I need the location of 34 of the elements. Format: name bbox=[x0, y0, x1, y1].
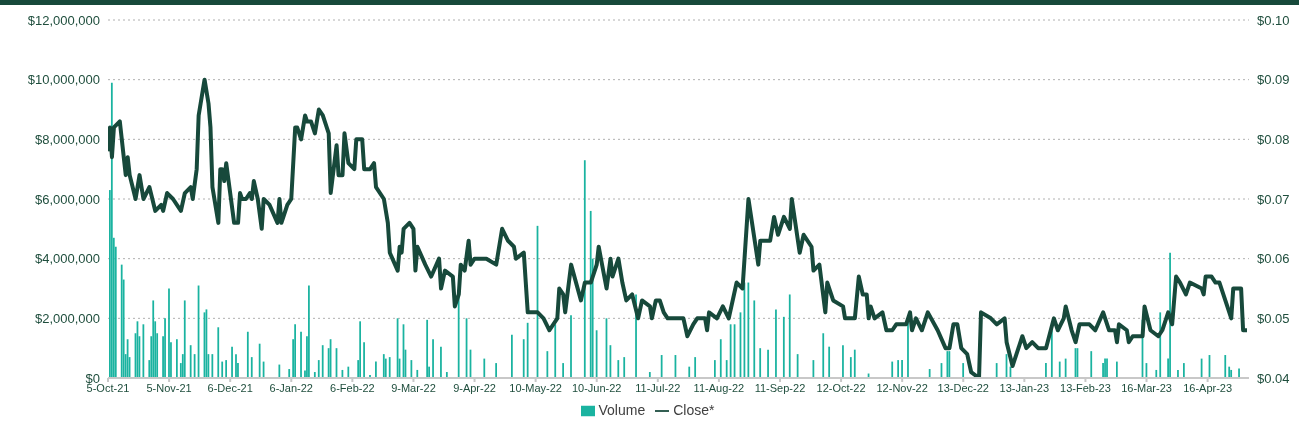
y-tick-label: $8,000,000 bbox=[34, 131, 100, 147]
y2-tick-label: $0.09 bbox=[1257, 72, 1290, 88]
x-tick-label: 16-Mar-23 bbox=[1121, 381, 1172, 394]
y-tick-label: $10,000,000 bbox=[27, 72, 100, 88]
y2-tick-label: $0.07 bbox=[1257, 191, 1290, 207]
x-tick-label: 11-Sep-22 bbox=[754, 381, 806, 394]
x-tick-label: 10-Jun-22 bbox=[571, 381, 622, 394]
y2-tick-label: $0.08 bbox=[1257, 131, 1290, 147]
y-tick-label: $0 bbox=[85, 370, 100, 386]
y2-tick-label: $0.06 bbox=[1257, 251, 1290, 267]
x-tick-label: 6-Dec-21 bbox=[207, 381, 253, 394]
y2-tick-label: $0.05 bbox=[1257, 310, 1290, 326]
x-tick-label: 5-Nov-21 bbox=[146, 381, 192, 394]
x-tick-label: 13-Feb-23 bbox=[1060, 381, 1111, 394]
legend-label: Close* bbox=[673, 402, 715, 418]
y2-tick-label: $0.10 bbox=[1257, 12, 1290, 28]
y-tick-label: $2,000,000 bbox=[34, 310, 100, 326]
x-tick-label: 12-Oct-22 bbox=[816, 381, 866, 394]
legend-label: Volume bbox=[598, 402, 646, 418]
x-tick-label: 11-Jul-22 bbox=[635, 381, 681, 394]
y2-tick-label: $0.04 bbox=[1257, 370, 1290, 386]
x-tick-label: 13-Dec-22 bbox=[937, 381, 989, 394]
x-tick-label: 13-Jan-23 bbox=[999, 381, 1050, 394]
x-tick-label: 11-Aug-22 bbox=[693, 381, 745, 394]
y-tick-label: $6,000,000 bbox=[34, 191, 100, 207]
y-tick-label: $12,000,000 bbox=[27, 12, 100, 28]
y-tick-label: $4,000,000 bbox=[34, 251, 100, 267]
x-tick-label: 6-Jan-22 bbox=[269, 381, 313, 394]
x-tick-label: 9-Mar-22 bbox=[391, 381, 436, 394]
x-tick-label: 9-Apr-22 bbox=[453, 381, 496, 394]
x-tick-label: 10-May-22 bbox=[509, 381, 562, 394]
x-tick-label: 16-Apr-23 bbox=[1183, 381, 1233, 394]
x-tick-label: 6-Feb-22 bbox=[330, 381, 375, 394]
x-tick-label: 12-Nov-22 bbox=[876, 381, 928, 394]
